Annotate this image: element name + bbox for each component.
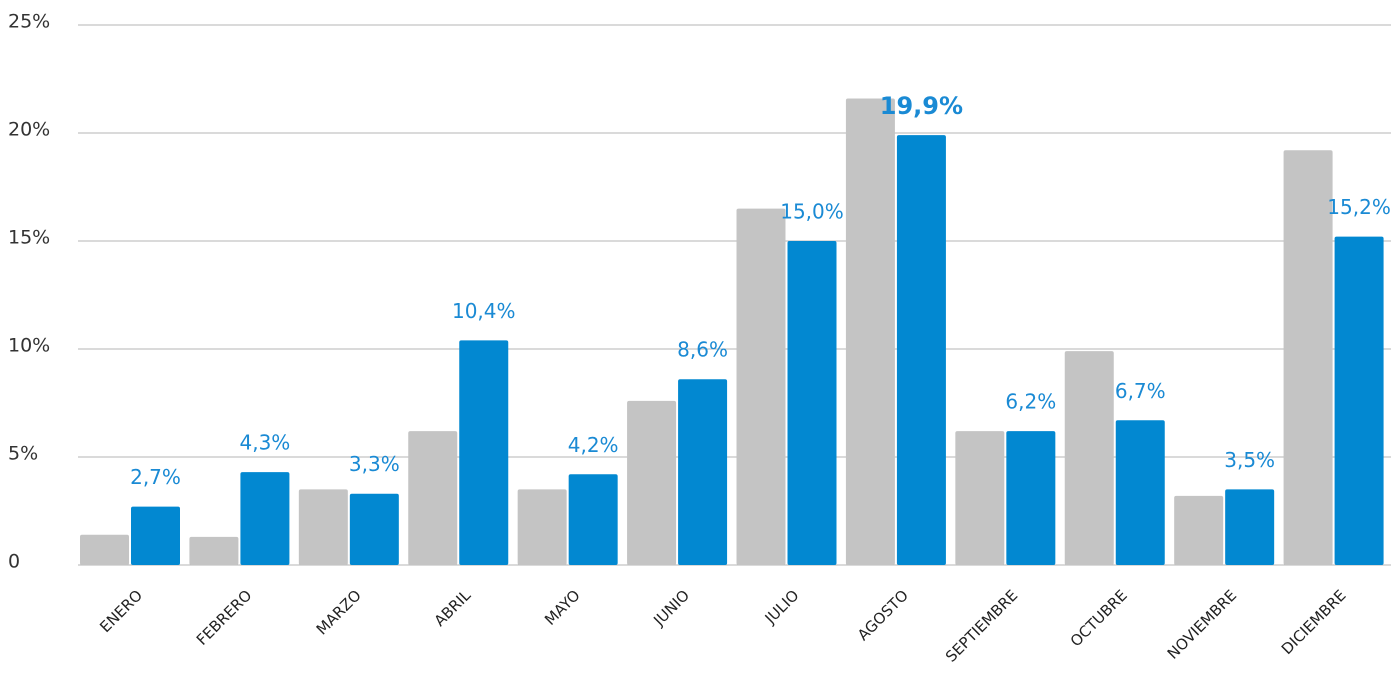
bar: [1174, 495, 1224, 565]
bar: [678, 379, 728, 565]
bar: [189, 536, 239, 565]
bar: [1115, 420, 1165, 565]
bar: [1283, 150, 1333, 565]
bar: [787, 241, 837, 565]
value-label: 6,7%: [1115, 379, 1166, 403]
y-tick-label: 20%: [8, 119, 50, 141]
x-tick-label: DICIEMBRE: [1278, 586, 1350, 658]
y-tick-label: 5%: [8, 443, 38, 465]
x-tick-label: MAYO: [541, 586, 584, 629]
bar: [896, 135, 946, 565]
bar: [1064, 351, 1114, 565]
value-label: 6,2%: [1005, 390, 1056, 414]
bar: [240, 472, 290, 565]
x-tick-label: FEBRERO: [193, 586, 256, 649]
x-tick-label: OCTUBRE: [1067, 586, 1131, 650]
value-label: 3,5%: [1224, 448, 1275, 472]
value-label: 15,0%: [780, 200, 844, 224]
x-tick-label: AGOSTO: [854, 586, 912, 644]
y-tick-label: 0: [8, 551, 20, 573]
bar: [1006, 431, 1056, 565]
x-tick-label: SEPTIEMBRE: [942, 586, 1021, 665]
bar: [349, 493, 399, 565]
x-tick-label: ABRIL: [431, 586, 475, 630]
value-label: 10,4%: [452, 299, 516, 323]
x-tick-label: MARZO: [313, 586, 365, 638]
bar: [131, 506, 180, 565]
bar: [955, 431, 1005, 565]
bar: [80, 534, 129, 565]
y-tick-label: 10%: [8, 335, 50, 357]
bar: [459, 340, 509, 565]
bar: [845, 98, 895, 565]
x-tick-label: ENERO: [96, 586, 146, 636]
bar: [517, 489, 567, 565]
value-label: 4,3%: [240, 431, 291, 455]
value-label: 3,3%: [349, 452, 400, 476]
value-label: 19,9%: [880, 92, 963, 120]
bar: [408, 431, 458, 565]
x-tick-label: JUNIO: [649, 586, 693, 630]
value-label: 4,2%: [568, 433, 619, 457]
value-label: 2,7%: [130, 465, 181, 489]
value-label: 8,6%: [677, 338, 728, 362]
x-tick-label: JULIO: [761, 586, 803, 628]
value-label: 15,2%: [1327, 195, 1391, 219]
bar: [298, 489, 348, 565]
bar: [1225, 489, 1275, 565]
bar: [627, 400, 677, 565]
y-tick-label: 15%: [8, 227, 50, 249]
bar: [568, 474, 618, 565]
bar: [736, 208, 786, 565]
y-tick-label: 25%: [8, 11, 50, 33]
bar: [1334, 236, 1384, 565]
x-tick-label: NOVIEMBRE: [1164, 586, 1240, 662]
